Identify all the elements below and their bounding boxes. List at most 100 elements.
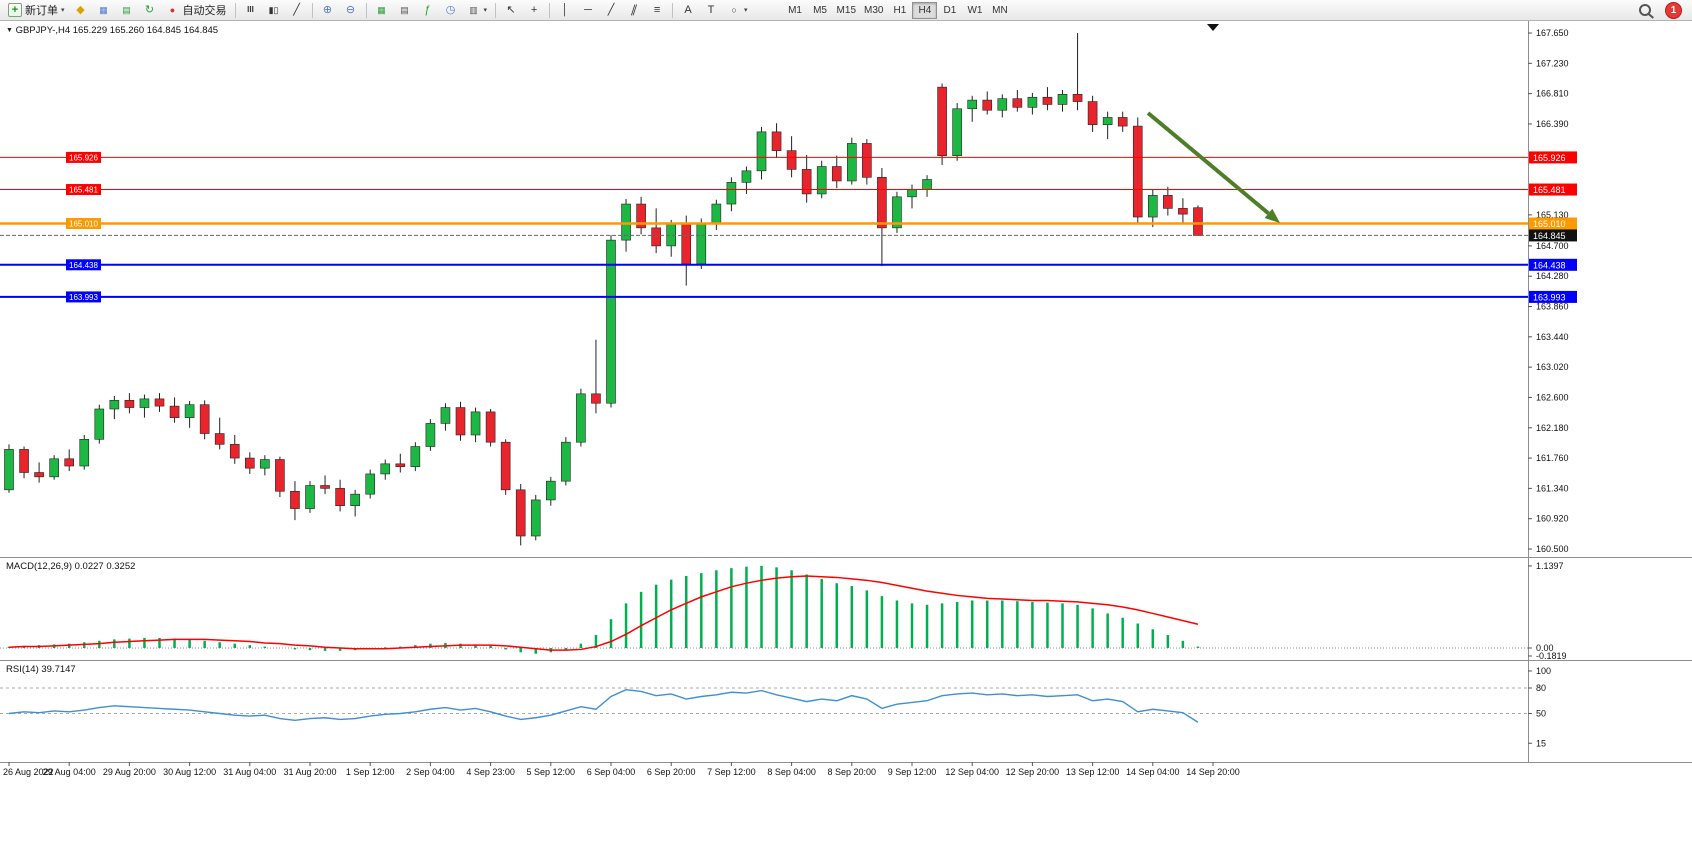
zoom-in-icon: ⊕ — [322, 4, 333, 16]
svg-text:14 Sep 04:00: 14 Sep 04:00 — [1126, 767, 1180, 777]
search-button[interactable] — [1635, 1, 1655, 19]
svg-text:166.810: 166.810 — [1536, 89, 1569, 99]
trend-arrow[interactable] — [1146, 111, 1270, 215]
crosshair-button[interactable]: + — [523, 1, 545, 19]
line-chart-button[interactable]: ╱ — [286, 1, 308, 19]
timeframe-m15[interactable]: M15 — [833, 2, 860, 19]
svg-text:166.390: 166.390 — [1536, 119, 1569, 129]
timeframe-d1[interactable]: D1 — [937, 2, 962, 19]
price-tag-right — [1529, 183, 1577, 196]
shapes-tool[interactable]: ○ ▾ — [723, 1, 752, 19]
history-button[interactable]: ▤ — [116, 1, 138, 19]
svg-text:31 Aug 04:00: 31 Aug 04:00 — [223, 767, 276, 777]
zoom-in-button[interactable]: ⊕ — [317, 1, 339, 19]
svg-text:163.993: 163.993 — [1533, 292, 1566, 302]
templates-icon: ▥ — [469, 5, 478, 15]
svg-text:164.438: 164.438 — [69, 261, 98, 270]
price-tag-right — [1529, 217, 1577, 230]
svg-text:1 Sep 12:00: 1 Sep 12:00 — [346, 767, 395, 777]
timeframe-h1[interactable]: H1 — [887, 2, 912, 19]
templates-button[interactable]: ▥ ▾ — [463, 1, 492, 19]
price-tag-left — [66, 259, 101, 271]
trendline-icon: ╱ — [607, 4, 615, 16]
auto-trading-label: 自动交易 — [182, 5, 227, 17]
svg-text:50: 50 — [1536, 709, 1546, 719]
timeframe-mn[interactable]: MN — [987, 2, 1012, 19]
chevron-down-icon: ▾ — [61, 7, 65, 14]
timeframe-m5[interactable]: M5 — [808, 2, 833, 19]
svg-text:162.600: 162.600 — [1536, 392, 1569, 402]
vertical-line-tool[interactable]: │ — [554, 1, 576, 19]
text-tool[interactable]: A — [677, 1, 699, 19]
toolbar-separator — [495, 2, 497, 18]
horizontal-price-lines[interactable]: 165.926 165.926 165.481 165.481 165.010 165.0… — [0, 151, 1577, 303]
trendline-tool[interactable]: ╱ — [600, 1, 622, 19]
shift-end-marker[interactable] — [1207, 24, 1219, 31]
svg-text:165.130: 165.130 — [1536, 210, 1569, 220]
svg-text:164.280: 164.280 — [1536, 271, 1569, 281]
timeframe-w1[interactable]: W1 — [962, 2, 987, 19]
candles — [4, 33, 1203, 546]
timeframe-m30[interactable]: M30 — [860, 2, 887, 19]
svg-text:29 Aug 20:00: 29 Aug 20:00 — [103, 767, 156, 777]
cursor-button[interactable]: ↖ — [500, 1, 522, 19]
svg-text:1.1397: 1.1397 — [1536, 561, 1564, 571]
price-tag-left — [66, 291, 101, 303]
bar-chart-button[interactable]: III — [240, 1, 262, 19]
channel-tool[interactable]: ∥ — [623, 1, 645, 19]
price-axis[interactable]: 167.650 167.230 166.810 166.390 165.130 164.7… — [1528, 28, 1569, 554]
svg-text:30 Aug 12:00: 30 Aug 12:00 — [163, 767, 216, 777]
timeframe-toolbar: M1 M5 M15 M30 H1 H4 D1 W1 MN — [783, 1, 1013, 19]
svg-text:162.180: 162.180 — [1536, 423, 1569, 433]
svg-text:165.926: 165.926 — [1533, 153, 1566, 163]
clock-icon: ◷ — [445, 4, 456, 16]
price-tag-left — [66, 151, 101, 163]
svg-text:163.020: 163.020 — [1536, 362, 1569, 372]
refresh-button[interactable]: ↻ — [139, 1, 161, 19]
cascade-windows-button[interactable]: ▤ — [394, 1, 416, 19]
fibonacci-tool[interactable]: ≡ — [646, 1, 668, 19]
chevron-down-icon: ▾ — [483, 7, 488, 14]
svg-text:7 Sep 12:00: 7 Sep 12:00 — [707, 767, 756, 777]
text-label-tool[interactable]: T — [700, 1, 722, 19]
history-icon: ▤ — [122, 5, 131, 15]
auto-trading-button[interactable]: ● 自动交易 — [162, 1, 231, 19]
svg-text:4 Sep 23:00: 4 Sep 23:00 — [466, 767, 515, 777]
price-tag-left — [66, 218, 101, 230]
svg-text:165.010: 165.010 — [1533, 219, 1566, 229]
zoom-out-button[interactable]: ⊖ — [340, 1, 362, 19]
indicators-button[interactable]: ƒ — [417, 1, 439, 19]
price-tag-right — [1529, 290, 1577, 303]
svg-text:6 Sep 04:00: 6 Sep 04:00 — [587, 767, 636, 777]
accounts-button[interactable]: ▦ — [93, 1, 115, 19]
bar-chart-icon: III — [247, 5, 254, 14]
svg-text:167.650: 167.650 — [1536, 28, 1569, 38]
zoom-out-icon: ⊖ — [345, 4, 356, 16]
market-watch-button[interactable]: ◆ — [70, 1, 92, 19]
horizontal-line-tool[interactable]: ─ — [577, 1, 599, 19]
compass-icon: ◆ — [76, 4, 85, 16]
timeframe-m1[interactable]: M1 — [783, 2, 808, 19]
horizontal-line-icon: ─ — [584, 4, 592, 16]
new-order-icon: + — [8, 3, 22, 17]
notification-badge[interactable]: 1 — [1665, 1, 1682, 19]
candle-chart-button[interactable]: ▮▯ — [263, 1, 285, 19]
svg-text:12 Sep 20:00: 12 Sep 20:00 — [1006, 767, 1060, 777]
timeframe-h4[interactable]: H4 — [912, 1, 938, 19]
tile-windows-button[interactable]: ▦ — [371, 1, 393, 19]
bid-price-tag — [1529, 229, 1577, 242]
new-order-button[interactable]: + 新订单 ▾ — [4, 1, 69, 19]
svg-text:164.700: 164.700 — [1536, 241, 1569, 251]
search-icon — [1639, 4, 1651, 16]
tile-windows-icon: ▦ — [377, 5, 386, 15]
line-chart-icon: ╱ — [293, 4, 300, 16]
svg-text:15: 15 — [1536, 738, 1546, 748]
period-clock-button[interactable]: ◷ — [440, 1, 462, 19]
toolbar-separator — [311, 2, 313, 18]
toolbar-separator — [234, 2, 236, 18]
toolbar-separator — [549, 2, 551, 18]
chevron-down-icon: ▾ — [744, 7, 748, 14]
svg-text:26 Aug 2022: 26 Aug 2022 — [3, 767, 54, 777]
